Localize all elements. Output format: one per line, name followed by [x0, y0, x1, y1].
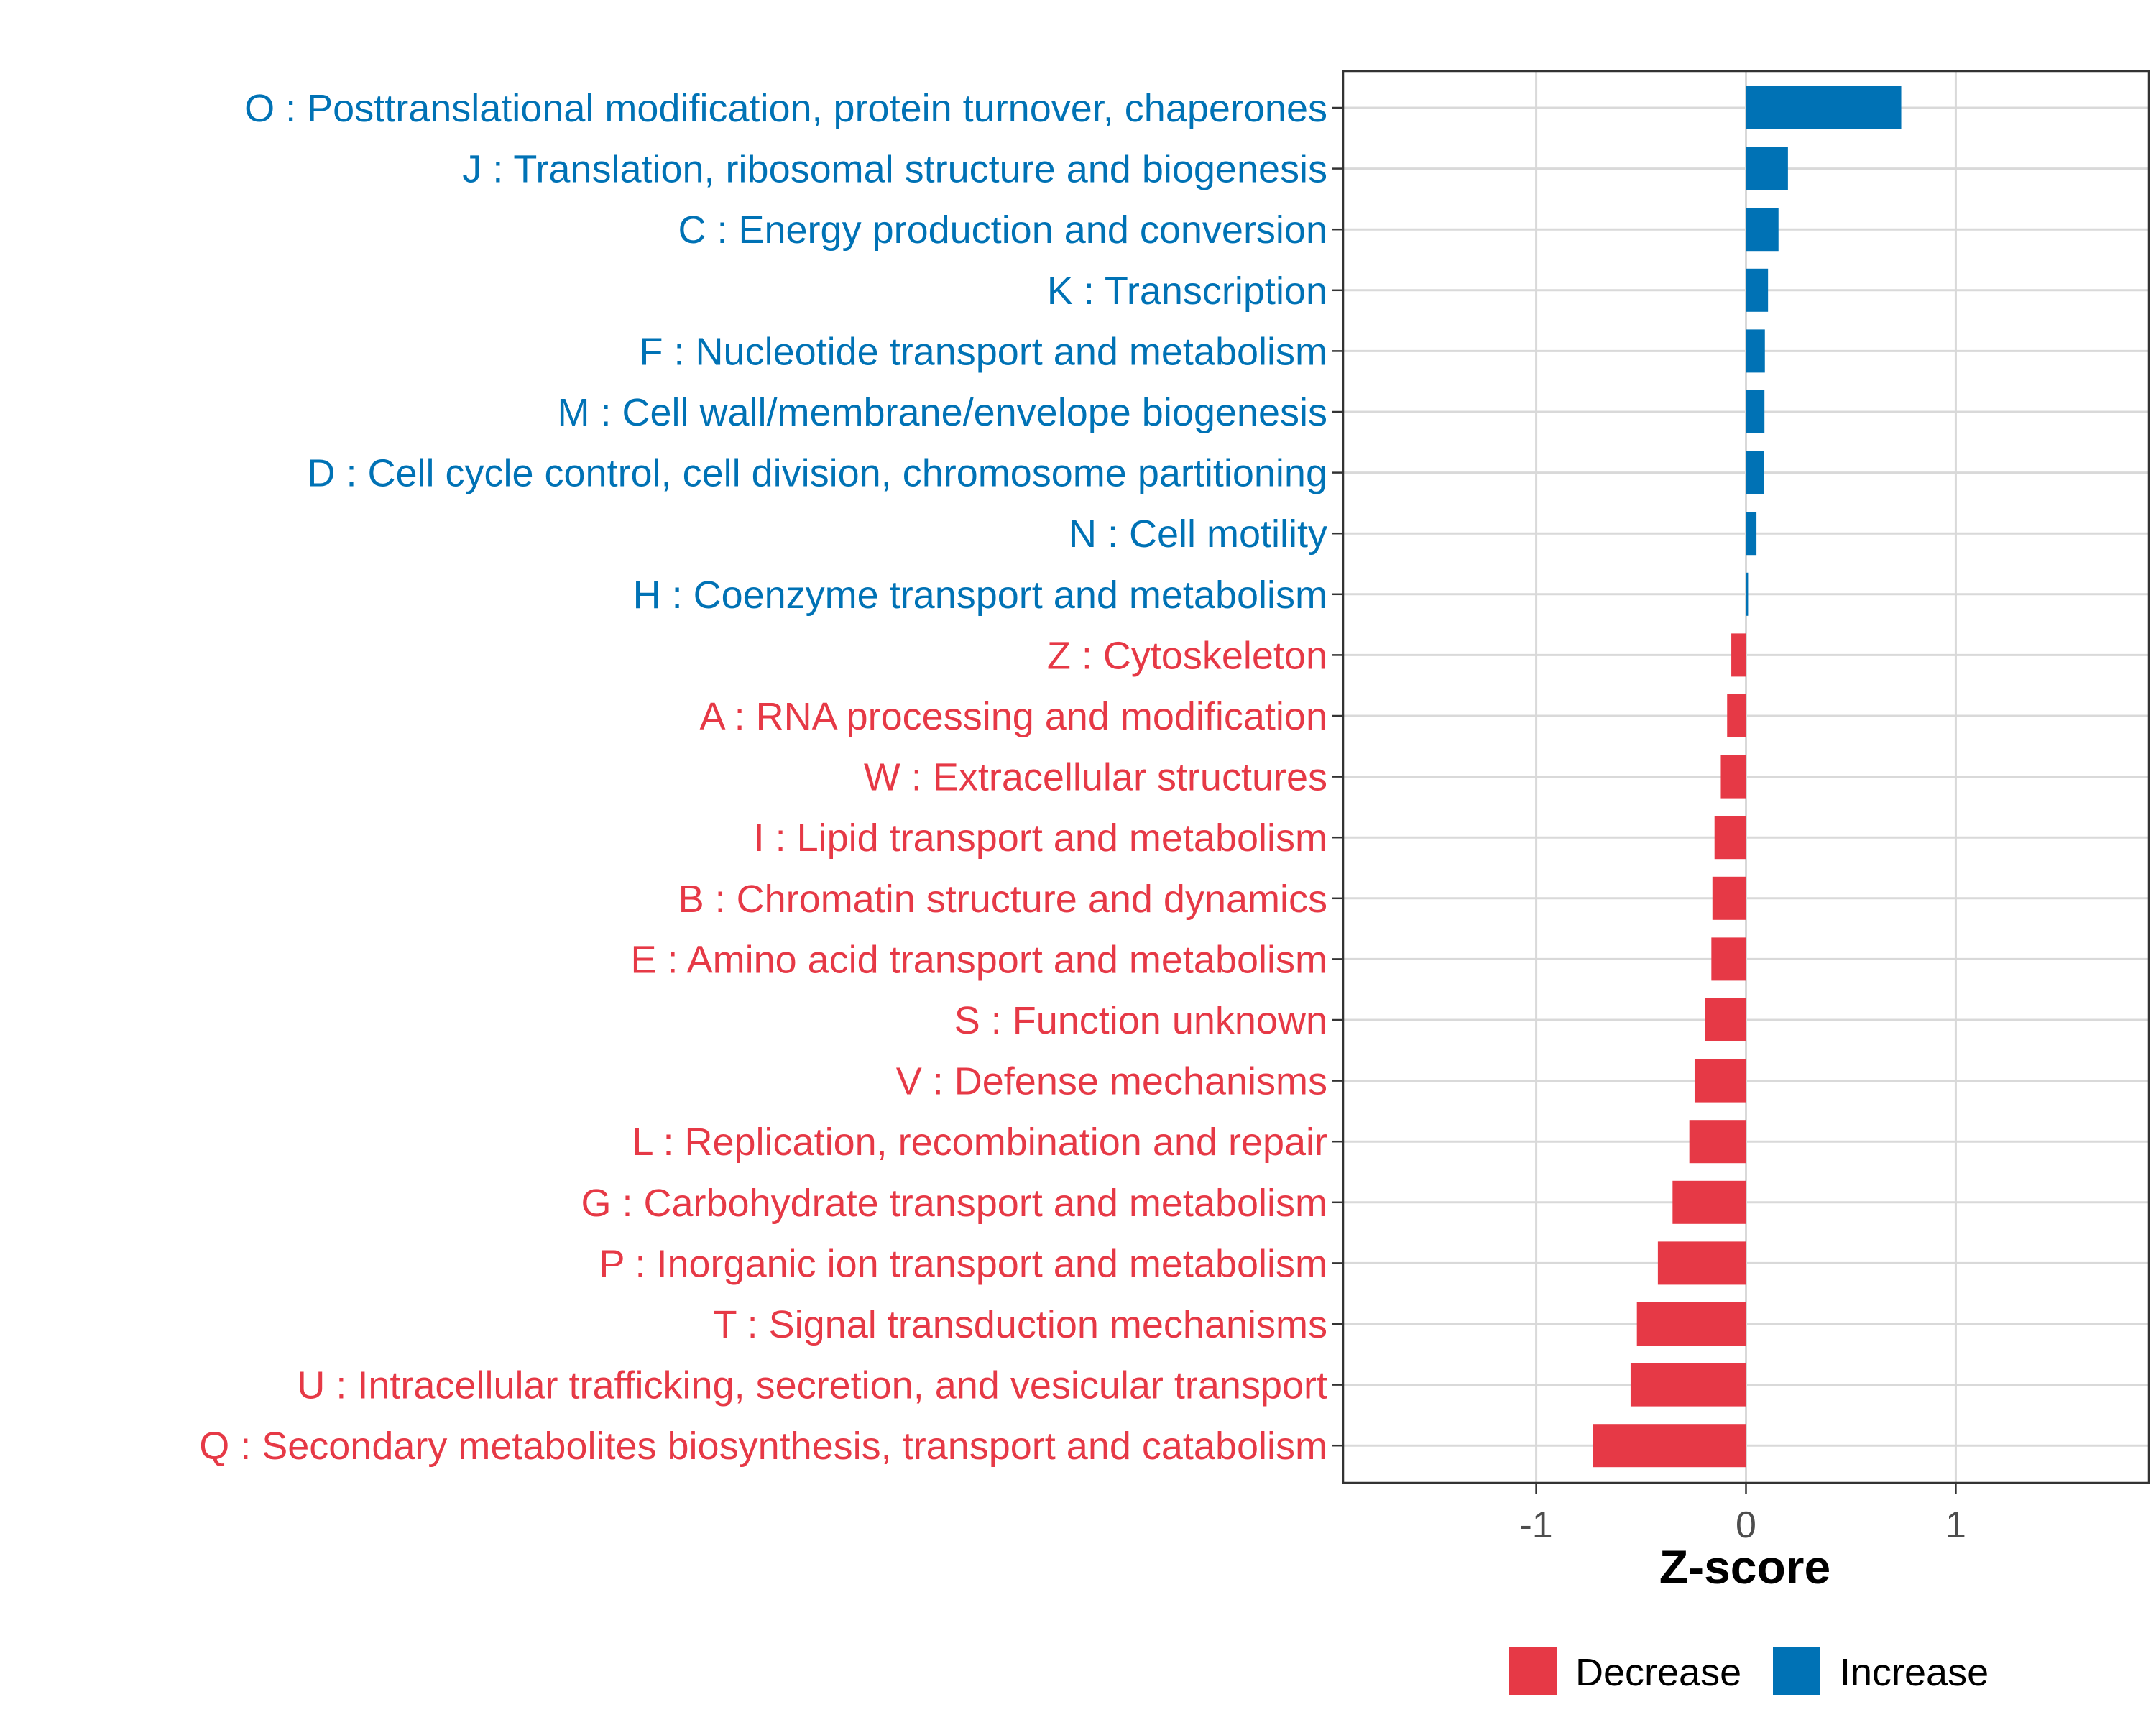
bar: [1593, 1424, 1746, 1468]
bar: [1746, 147, 1788, 190]
bar: [1714, 816, 1746, 860]
x-tick-label: 1: [1945, 1504, 1966, 1546]
legend: Decrease Increase: [1509, 1647, 1989, 1695]
bar: [1746, 208, 1779, 252]
category-label: T : Signal transduction mechanisms: [714, 1303, 1327, 1346]
category-label: G : Carbohydrate transport and metabolis…: [581, 1182, 1328, 1225]
category-label: U : Intracellular trafficking, secretion…: [297, 1364, 1327, 1407]
category-label: A : RNA processing and modification: [700, 695, 1327, 738]
bar: [1746, 329, 1765, 373]
bars: [1593, 86, 1902, 1468]
bar: [1630, 1363, 1746, 1407]
bar: [1705, 998, 1746, 1041]
category-label: N : Cell motility: [1069, 512, 1327, 556]
category-label: I : Lipid transport and metabolism: [754, 816, 1327, 860]
category-label: L : Replication, recombination and repai…: [632, 1121, 1327, 1164]
bar: [1746, 268, 1769, 312]
legend-key-increase: [1773, 1647, 1820, 1695]
category-label: H : Coenzyme transport and metabolism: [633, 574, 1327, 617]
x-tick-label: 0: [1736, 1504, 1756, 1546]
category-label: Z : Cytoskeleton: [1047, 634, 1327, 677]
category-label: K : Transcription: [1047, 270, 1327, 313]
bar: [1746, 572, 1749, 616]
bar: [1672, 1180, 1746, 1224]
bar: [1746, 390, 1765, 433]
bar: [1746, 512, 1757, 556]
bar: [1720, 755, 1746, 799]
bar: [1689, 1120, 1746, 1164]
category-label: E : Amino acid transport and metabolism: [631, 938, 1327, 981]
category-label: O : Posttranslational modification, prot…: [244, 87, 1327, 130]
legend-key-decrease: [1509, 1647, 1557, 1695]
category-label: S : Function unknown: [954, 999, 1327, 1042]
bar: [1746, 451, 1764, 494]
legend-label-increase: Increase: [1840, 1651, 1989, 1694]
axis-ticks: [1332, 106, 1957, 1494]
category-label: F : Nucleotide transport and metabolism: [640, 330, 1327, 373]
category-label: P : Inorganic ion transport and metaboli…: [599, 1242, 1327, 1285]
category-label: B : Chromatin structure and dynamics: [678, 878, 1327, 921]
category-label: D : Cell cycle control, cell division, c…: [307, 452, 1327, 495]
x-tick-label: -1: [1519, 1504, 1552, 1546]
bar: [1636, 1302, 1746, 1346]
bar: [1727, 694, 1746, 737]
category-label: J : Translation, ribosomal structure and…: [462, 148, 1327, 191]
bar: [1746, 86, 1902, 129]
bar: [1711, 937, 1746, 981]
category-label: V : Defense mechanisms: [896, 1060, 1327, 1103]
bar: [1731, 633, 1746, 677]
bar: [1694, 1059, 1746, 1103]
x-axis-title: Z-score: [1659, 1540, 1830, 1593]
bar: [1712, 876, 1746, 920]
category-label: M : Cell wall/membrane/envelope biogenes…: [557, 391, 1327, 434]
category-label: W : Extracellular structures: [864, 756, 1327, 799]
category-labels: O : Posttranslational modification, prot…: [199, 87, 1327, 1468]
category-label: C : Energy production and conversion: [678, 208, 1327, 252]
category-label: Q : Secondary metabolites biosynthesis, …: [199, 1425, 1327, 1468]
legend-label-decrease: Decrease: [1575, 1651, 1741, 1694]
x-tick-labels: -1 0 1: [1519, 1504, 1966, 1546]
bar: [1657, 1241, 1746, 1285]
